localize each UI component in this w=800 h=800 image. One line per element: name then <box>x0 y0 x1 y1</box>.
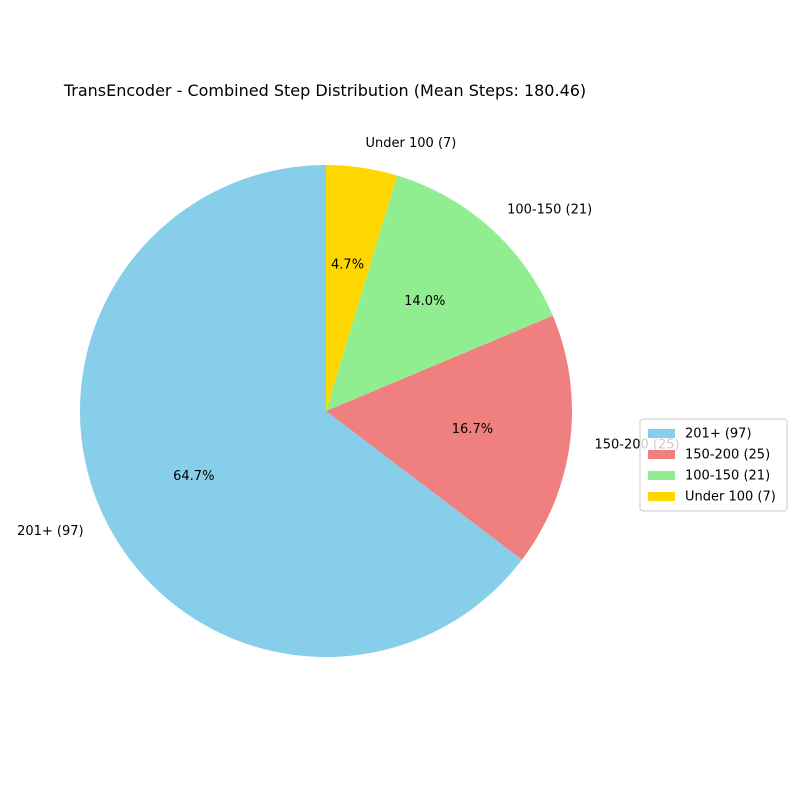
legend-label-under-100-7: Under 100 (7) <box>685 490 776 505</box>
pie-slice-100-150-21 <box>326 175 553 411</box>
legend-swatch-201-97 <box>648 429 675 438</box>
pie-slices <box>79 165 572 657</box>
slice-label-100-150-21: 100-150 (21) <box>507 202 592 217</box>
legend-label-201-97: 201+ (97) <box>685 427 752 442</box>
slice-percent-201-97: 64.7% <box>173 469 214 484</box>
slice-label-under-100-7: Under 100 (7) <box>366 136 457 151</box>
slice-percent-labels: 64.7% 16.7% 14.0% 4.7% <box>173 257 493 484</box>
pie-slice-150-200-25 <box>326 315 572 560</box>
slice-percent-under-100-7: 4.7% <box>331 257 364 272</box>
slice-labels: 201+ (97)150-200 (25)100-150 (21)Under 1… <box>17 136 680 539</box>
slice-percent-100-150-21: 14.0% <box>404 294 445 309</box>
legend-swatch-100-150-21 <box>648 471 675 480</box>
pie-slice-under-100-7 <box>326 165 398 411</box>
slice-percent-150-200-25: 16.7% <box>452 422 493 437</box>
legend: 201+ (97) 150-200 (25) 100-150 (21) Under 1… <box>639 418 788 512</box>
legend-label-100-150-21: 100-150 (21) <box>685 469 770 484</box>
legend-swatch-150-200-25 <box>648 450 675 459</box>
legend-label-150-200-25: 150-200 (25) <box>685 448 770 463</box>
pie-slice-201-97 <box>79 165 522 657</box>
legend-frame <box>639 418 788 512</box>
legend-swatch-under-100-7 <box>648 492 675 501</box>
slice-label-201-97: 201+ (97) <box>17 524 84 539</box>
chart-title: TransEncoder - Combined Step Distributio… <box>63 81 586 100</box>
